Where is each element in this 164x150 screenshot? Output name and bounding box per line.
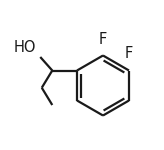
Text: F: F [99, 32, 107, 46]
Text: F: F [125, 46, 133, 62]
Text: HO: HO [14, 40, 37, 56]
